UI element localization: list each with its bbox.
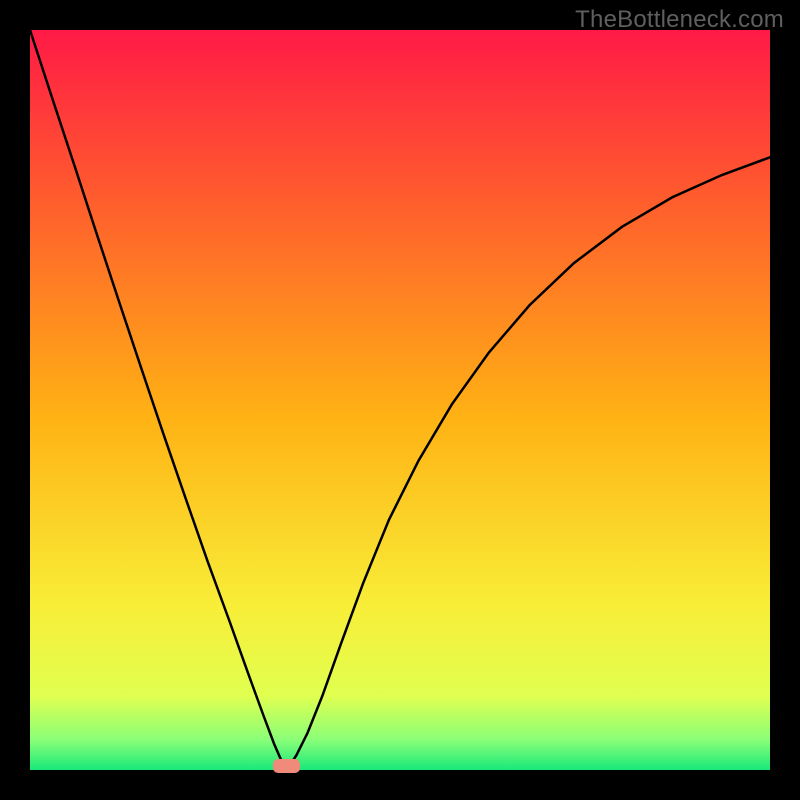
chart-frame: TheBottleneck.com	[0, 0, 800, 800]
plot-area	[30, 30, 770, 770]
watermark-text: TheBottleneck.com	[575, 6, 784, 34]
minimum-marker	[273, 759, 300, 772]
bottleneck-curve	[30, 30, 770, 770]
